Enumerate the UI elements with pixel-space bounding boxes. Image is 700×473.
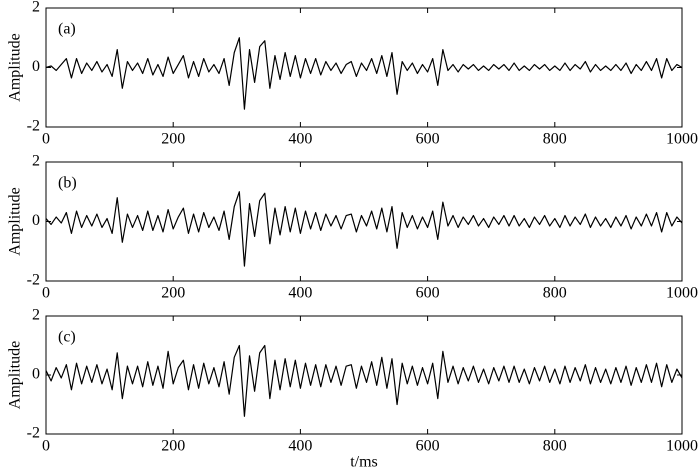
y-tick-label: -2: [27, 425, 40, 442]
y-tick-label: 2: [32, 153, 40, 170]
y-tick-label: -2: [27, 118, 40, 135]
x-axis-label: t/ms: [350, 454, 378, 471]
x-tick-label: 400: [288, 438, 312, 455]
x-tick-label: 1000: [666, 285, 698, 302]
y-tick-label: -2: [27, 272, 40, 289]
x-tick-label: 400: [288, 131, 312, 148]
trace: [45, 37, 683, 110]
x-tick-label: 200: [161, 131, 185, 148]
x-tick-label: 200: [161, 438, 185, 455]
y-tick-label: 2: [32, 307, 40, 324]
y-axis-label: Amplitude: [7, 187, 24, 255]
y-tick-label: 0: [32, 212, 40, 229]
x-tick-label: 800: [543, 285, 567, 302]
trace: [45, 344, 683, 417]
y-tick-label: 0: [32, 366, 40, 383]
x-tick-label: 200: [161, 285, 185, 302]
panel-label: (c): [58, 329, 76, 346]
x-tick-label: 800: [543, 131, 567, 148]
y-axis-label: Amplitude: [7, 341, 24, 409]
x-tick-label: 600: [416, 131, 440, 148]
panel-label: (a): [58, 21, 76, 38]
x-tick-label: 1000: [666, 438, 698, 455]
x-tick-label: 0: [42, 131, 50, 148]
x-tick-label: 0: [42, 285, 50, 302]
x-tick-label: 400: [288, 285, 312, 302]
y-tick-label: 2: [32, 0, 40, 16]
x-tick-label: 0: [42, 438, 50, 455]
panel-label: (b): [58, 175, 77, 192]
x-tick-label: 1000: [666, 131, 698, 148]
y-axis-label: Amplitude: [7, 33, 24, 101]
y-tick-label: 0: [32, 58, 40, 75]
trace: [45, 191, 683, 267]
x-tick-label: 600: [416, 438, 440, 455]
x-tick-label: 600: [416, 285, 440, 302]
x-tick-label: 800: [543, 438, 567, 455]
